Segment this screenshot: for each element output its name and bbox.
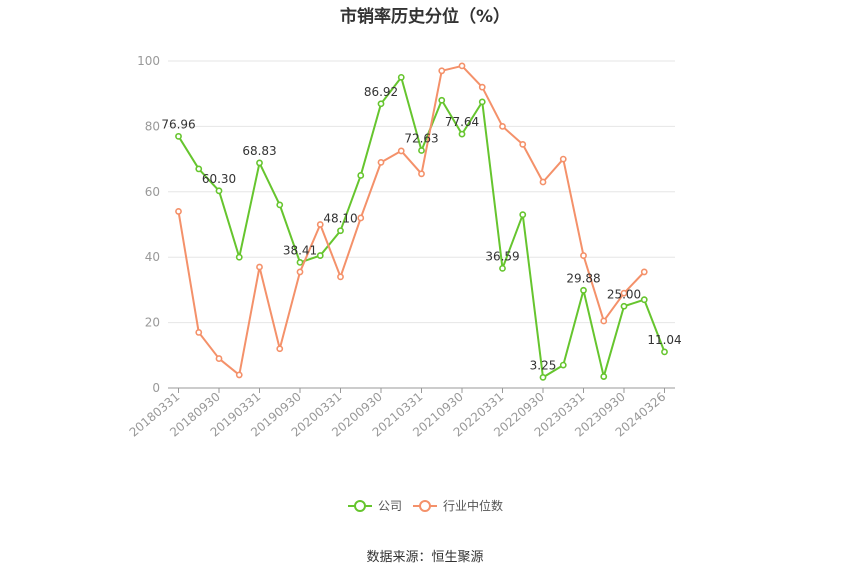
series-line-company: [177, 76, 666, 379]
data-point-industry[interactable]: [519, 140, 527, 148]
data-point-company[interactable]: [499, 264, 506, 272]
data-point-company[interactable]: [215, 187, 223, 195]
data-point-company[interactable]: [256, 159, 263, 167]
y-tick-label: 20: [145, 316, 160, 330]
data-point-company[interactable]: [519, 211, 527, 219]
data-point-company[interactable]: [661, 348, 668, 356]
data-point-company[interactable]: [357, 172, 365, 179]
data-point-industry[interactable]: [640, 268, 648, 276]
data-label-company: 3.25: [530, 358, 557, 372]
data-label-company: 48.10: [323, 212, 357, 226]
data-label-company: 86.92: [364, 85, 398, 99]
data-point-industry[interactable]: [397, 147, 405, 155]
data-point-industry[interactable]: [357, 214, 365, 222]
data-point-company[interactable]: [296, 258, 304, 266]
data-point-company[interactable]: [235, 253, 243, 261]
data-label-company: 72.63: [404, 131, 438, 145]
data-point-company[interactable]: [620, 302, 628, 310]
data-label-company: 36.59: [485, 249, 519, 263]
legend-company-label: 公司: [378, 499, 402, 513]
data-label-company: 11.04: [647, 333, 681, 347]
data-point-industry[interactable]: [418, 170, 425, 178]
legend-item-industry[interactable]: 行业中位数: [413, 498, 503, 513]
y-tick-label: 60: [145, 185, 160, 199]
data-point-industry[interactable]: [235, 371, 243, 379]
data-point-industry[interactable]: [195, 329, 203, 336]
data-point-industry[interactable]: [296, 268, 304, 276]
data-label-company: 60.30: [202, 172, 236, 186]
data-point-industry[interactable]: [316, 221, 324, 228]
data-point-industry[interactable]: [499, 123, 506, 130]
y-tick-label: 40: [145, 250, 160, 264]
data-point-industry[interactable]: [620, 289, 628, 297]
axes: 0204060801002018033120180930201903312019…: [127, 54, 675, 440]
data-label-company: 25.00: [607, 287, 641, 301]
data-point-company[interactable]: [640, 296, 648, 304]
legend-item-company[interactable]: 公司: [348, 499, 402, 513]
data-label-company: 76.96: [161, 117, 195, 131]
data-point-company[interactable]: [195, 165, 203, 173]
data-point-industry[interactable]: [215, 355, 223, 362]
data-label-company: 77.64: [445, 115, 479, 129]
chart-title: 市销率历史分位（%）: [339, 7, 511, 27]
data-point-industry[interactable]: [276, 345, 284, 353]
series-lines: [175, 62, 668, 381]
data-point-company[interactable]: [377, 100, 385, 108]
data-point-company[interactable]: [600, 373, 608, 380]
data-point-company[interactable]: [580, 286, 587, 294]
data-point-industry[interactable]: [175, 208, 182, 215]
data-point-industry[interactable]: [377, 158, 385, 166]
data-label-company: 68.83: [242, 144, 276, 158]
data-point-company[interactable]: [559, 361, 567, 369]
data-label-company: 29.88: [566, 271, 600, 285]
series-line-industry: [177, 64, 645, 376]
data-point-industry[interactable]: [458, 62, 466, 70]
data-point-industry[interactable]: [337, 273, 344, 281]
data-source: 数据来源：恒生聚源: [366, 550, 484, 565]
data-labels: 76.96 60.30 68.83 38.41 48.10 86.92 72.63 77.64…: [161, 85, 681, 373]
data-point-company[interactable]: [175, 132, 182, 140]
y-tick-label: 0: [152, 381, 160, 395]
data-point-industry[interactable]: [478, 83, 486, 91]
data-point-industry[interactable]: [600, 317, 608, 325]
data-point-company[interactable]: [276, 201, 284, 209]
data-label-company: 38.41: [283, 243, 317, 257]
data-point-industry[interactable]: [256, 263, 263, 271]
data-point-company[interactable]: [337, 227, 344, 235]
legend-company-marker-icon: [354, 500, 366, 512]
legend: 公司 行业中位数: [348, 498, 503, 513]
data-point-industry[interactable]: [438, 67, 446, 75]
data-point-company[interactable]: [539, 373, 547, 381]
data-point-company[interactable]: [478, 98, 486, 106]
data-point-industry[interactable]: [539, 178, 547, 186]
legend-industry-marker-icon: [419, 500, 431, 512]
y-tick-label: 100: [137, 54, 160, 68]
data-point-company[interactable]: [316, 252, 324, 259]
data-point-company[interactable]: [438, 96, 446, 104]
data-point-company[interactable]: [458, 130, 466, 138]
y-tick-label: 80: [145, 119, 160, 133]
data-point-industry[interactable]: [580, 252, 587, 259]
legend-industry-label: 行业中位数: [443, 498, 503, 513]
data-point-industry[interactable]: [559, 155, 567, 163]
data-point-company[interactable]: [397, 73, 405, 81]
data-point-company[interactable]: [418, 147, 425, 154]
